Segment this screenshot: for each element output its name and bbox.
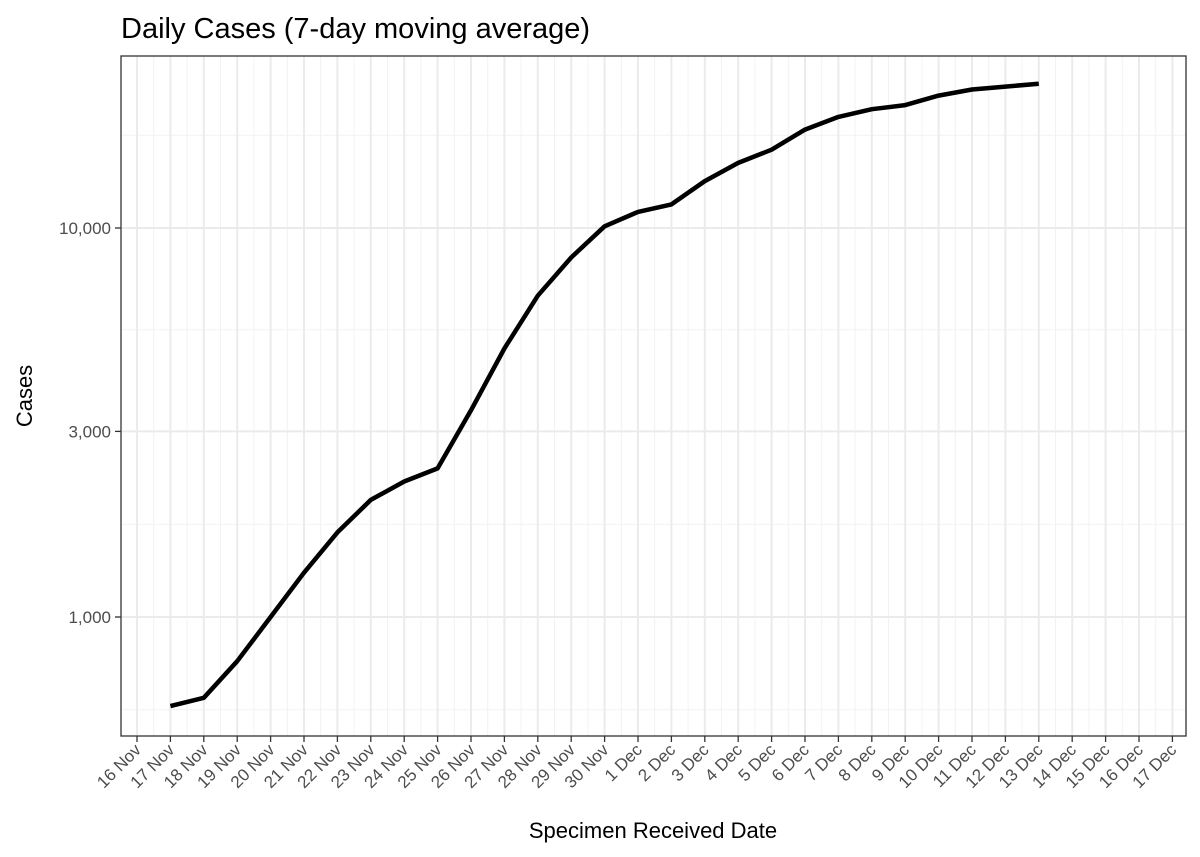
x-tick-label: 3 Dec [668,740,713,785]
chart-title: Daily Cases (7-day moving average) [121,13,590,45]
y-tick-label: 1,000 [68,608,111,627]
x-tick-label: 5 Dec [735,740,780,785]
y-axis: 1,000 3,000 10,000 [59,219,121,627]
major-gridlines [121,56,1186,736]
series-layer [169,81,1039,709]
x-tick-label: 7 Dec [801,740,846,785]
x-axis-title: Specimen Received Date [529,818,777,843]
y-axis-title: Cases [12,365,37,427]
minor-gridlines [121,56,1186,736]
series-line-0 [169,81,1039,709]
x-tick-label: 6 Dec [768,740,813,785]
x-tick-label: 1 Dec [601,740,646,785]
y-tick-label: 3,000 [68,422,111,441]
x-tick-label: 2 Dec [634,740,679,785]
y-tick-label: 10,000 [59,219,111,238]
x-tick-label: 8 Dec [835,740,880,785]
plot-panel-border [120,55,1187,737]
x-tick-label: 4 Dec [701,740,746,785]
